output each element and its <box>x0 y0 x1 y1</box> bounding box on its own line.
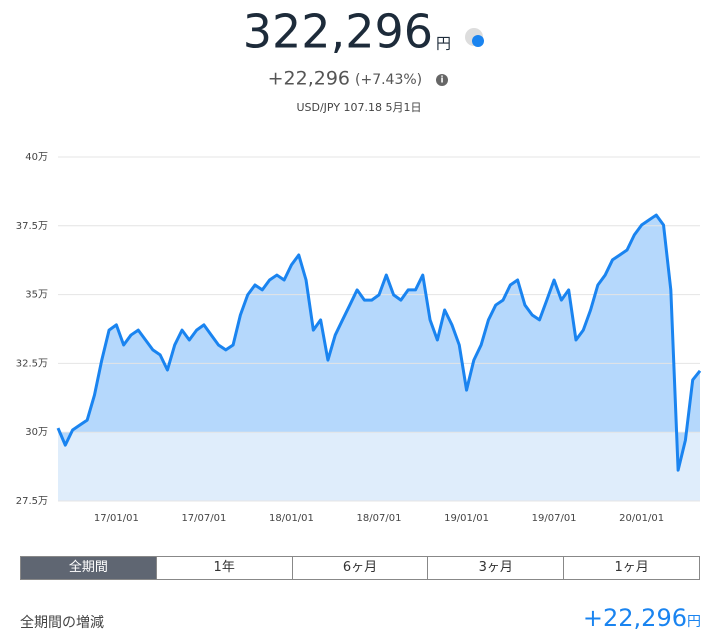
period-tabs: 全期間 1年 6ヶ月 3ヶ月 1ヶ月 <box>20 556 700 580</box>
x-tick-label: 17/01/01 <box>94 513 139 524</box>
y-tick-label: 32.5万 <box>16 358 48 369</box>
amount-unit: 円 <box>436 35 451 53</box>
below-baseline-area <box>58 432 700 501</box>
amount: 322,296 <box>243 5 433 59</box>
change-pct: (+7.43%) <box>355 72 422 88</box>
y-tick-label: 40万 <box>25 152 48 163</box>
period-tab[interactable]: 3ヶ月 <box>427 557 563 579</box>
chart: 322,296 円 +22,296 (+7.43%) i USD/JPY 107… <box>16 5 702 524</box>
x-tick-label: 18/01/01 <box>269 513 314 524</box>
period-tab[interactable]: 6ヶ月 <box>291 557 428 579</box>
currency-icon-yen[interactable] <box>472 35 484 47</box>
y-tick-label: 27.5万 <box>16 496 48 507</box>
footer-value-wrap: +22,296円 <box>583 604 701 632</box>
x-tick-label: 20/01/01 <box>619 513 664 524</box>
change: +22,296 <box>268 68 350 90</box>
x-tick-label: 19/07/01 <box>532 513 577 524</box>
line <box>56 213 702 472</box>
y-tick-label: 30万 <box>25 427 48 438</box>
rate: USD/JPY 107.18 5月1日 <box>296 101 421 114</box>
period-tab[interactable]: 1年 <box>155 557 292 579</box>
period-tab[interactable]: 全期間 <box>21 557 156 579</box>
x-tick-label: 17/07/01 <box>181 513 226 524</box>
period-tab[interactable]: 1ヶ月 <box>563 557 699 579</box>
x-tick-label: 18/07/01 <box>357 513 402 524</box>
info-icon[interactable] <box>436 74 448 86</box>
footer-value: +22,296 <box>582 604 687 632</box>
x-tick-label: 19/01/01 <box>444 513 489 524</box>
area <box>58 215 700 471</box>
footer-label: 全期間の増減 <box>20 615 104 631</box>
footer-unit: 円 <box>687 614 701 630</box>
y-tick-label: 37.5万 <box>16 221 48 232</box>
y-tick-label: 35万 <box>25 290 48 301</box>
info-icon-text[interactable]: i <box>440 76 443 86</box>
